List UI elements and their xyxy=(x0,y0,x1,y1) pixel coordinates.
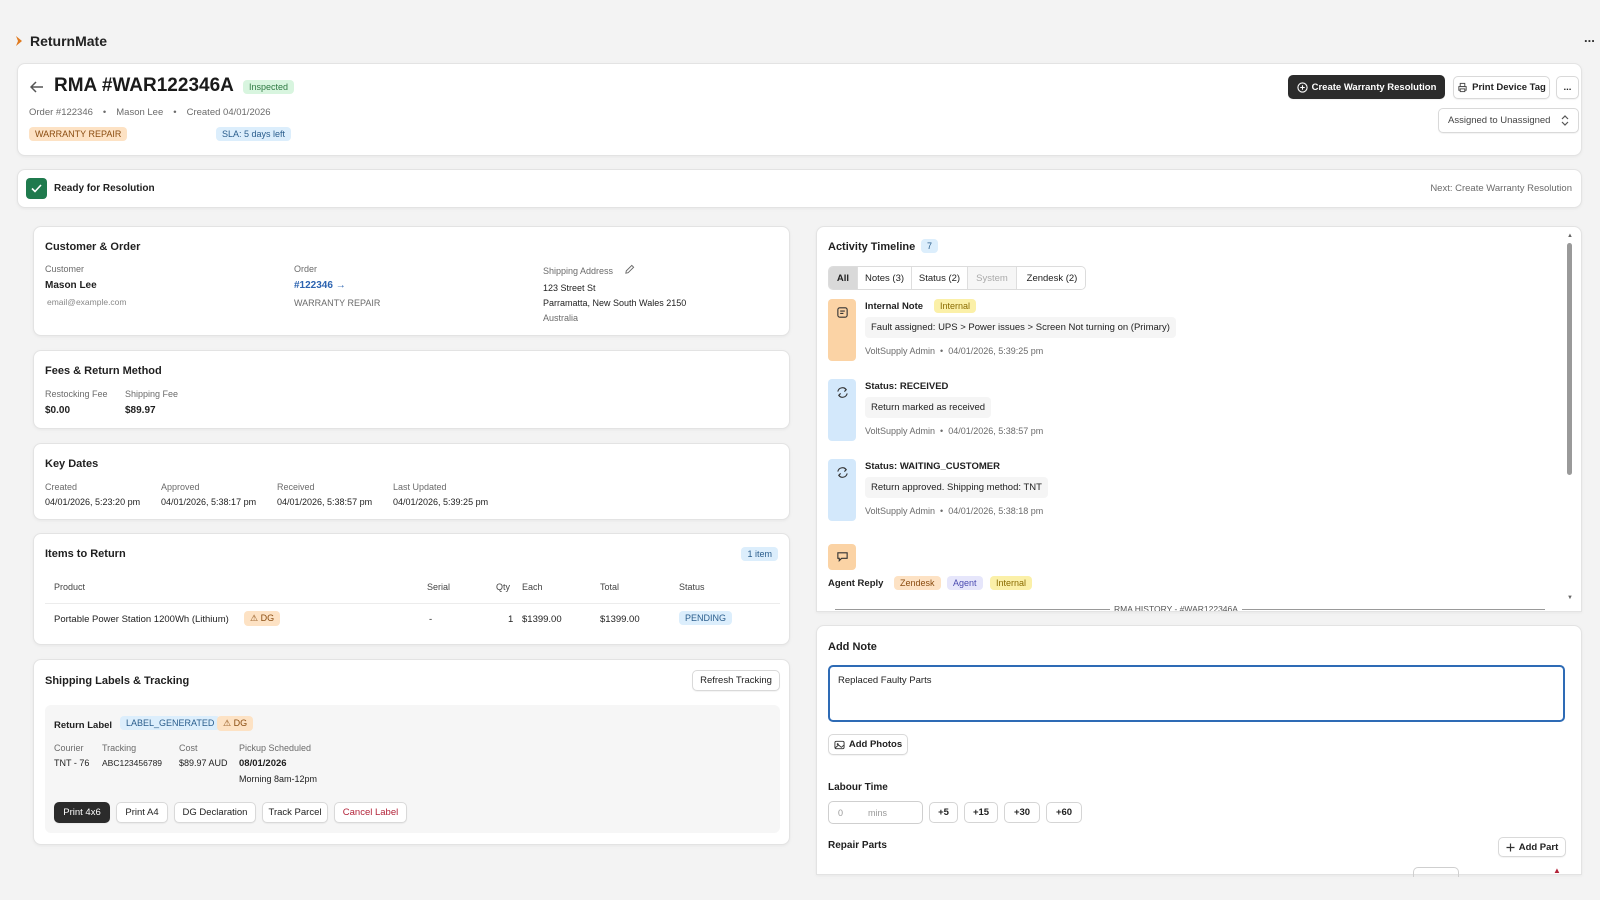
print-device-tag-button[interactable]: Print Device Tag xyxy=(1453,76,1550,99)
print-a4-button[interactable]: Print A4 xyxy=(116,802,168,823)
rma-history-divider: RMA HISTORY - #WAR122346A xyxy=(835,604,1545,611)
part-input-partial[interactable] xyxy=(1413,867,1459,877)
add-part-button[interactable]: Add Part xyxy=(1498,837,1566,857)
order-type: WARRANTY REPAIR xyxy=(294,298,381,308)
timeline-entry-text: Return approved. Shipping method: TNT xyxy=(865,477,1048,498)
shipping-fee: $89.97 xyxy=(125,405,156,416)
chat-icon-box xyxy=(828,544,856,570)
remove-part-icon[interactable]: ▲ xyxy=(1553,866,1561,875)
ready-banner: Ready for Resolution Next: Create Warran… xyxy=(17,169,1582,208)
dg-badge: ⚠ DG xyxy=(217,716,254,731)
section-title: Customer & Order xyxy=(45,241,141,253)
warning-icon: ⚠ xyxy=(250,613,259,623)
status-icon-box xyxy=(828,459,856,521)
ready-check-icon xyxy=(26,178,47,199)
cancel-label-button[interactable]: Cancel Label xyxy=(334,802,407,823)
header-meta: Order #122346 • Mason Lee • Created 04/01/… xyxy=(29,107,271,118)
app-name: ReturnMate xyxy=(30,33,108,49)
customer-name: Mason Lee xyxy=(45,280,97,291)
track-parcel-button[interactable]: Track Parcel xyxy=(262,802,328,823)
items-to-return-card: Items to Return 1 item Product Serial Qt… xyxy=(33,533,790,645)
note-icon-box xyxy=(828,299,856,361)
ready-label: Ready for Resolution xyxy=(54,183,155,194)
type-badge: WARRANTY REPAIR xyxy=(29,127,128,141)
refresh-icon xyxy=(836,467,848,478)
created-date: Created 04/01/2026 xyxy=(186,107,271,118)
labour-time-input[interactable]: 0 mins xyxy=(828,801,923,824)
timeline-tabs: All Notes (3) Status (2) System Zendesk … xyxy=(828,266,1086,290)
rma-header: RMA #WAR122346A Inspected Order #122346 •… xyxy=(17,63,1582,156)
table-divider xyxy=(45,603,780,604)
note-textarea[interactable]: Replaced Faulty Parts xyxy=(828,665,1565,722)
page-title: RMA #WAR122346A xyxy=(54,75,234,96)
chevron-updown-icon xyxy=(1561,115,1569,126)
chat-bubble-icon xyxy=(836,552,848,563)
scrollbar-thumb[interactable] xyxy=(1567,243,1572,475)
add-60-mins-button[interactable]: +60 xyxy=(1046,802,1082,823)
back-arrow-icon[interactable] xyxy=(30,81,44,93)
add-5-mins-button[interactable]: +5 xyxy=(929,802,958,823)
activity-timeline-card: Activity Timeline 7 All Notes (3) Status… xyxy=(816,226,1582,612)
add-note-card: Add Note Replaced Faulty Parts Add Photo… xyxy=(816,625,1582,877)
create-warranty-resolution-button[interactable]: Create Warranty Resolution xyxy=(1288,75,1445,99)
status-icon-box xyxy=(828,379,856,441)
returnmate-logo-icon xyxy=(16,36,22,46)
assigned-select[interactable]: Assigned to Unassigned xyxy=(1438,108,1579,133)
app-more-button[interactable]: ... xyxy=(1584,30,1595,45)
key-dates-card: Key Dates Created 04/01/2026, 5:23:20 pm… xyxy=(33,443,790,520)
fees-card: Fees & Return Method Restocking Fee $0.0… xyxy=(33,350,790,429)
timeline-count-badge: 7 xyxy=(921,239,939,253)
photo-icon xyxy=(834,740,845,749)
note-icon xyxy=(836,307,848,318)
restocking-fee: $0.00 xyxy=(45,405,71,416)
plus-icon xyxy=(1506,843,1515,851)
add-15-mins-button[interactable]: +15 xyxy=(964,802,998,823)
refresh-tracking-button[interactable]: Refresh Tracking xyxy=(692,670,780,691)
customer-name: Mason Lee xyxy=(116,107,164,118)
order-link[interactable]: #122346 → xyxy=(294,280,346,291)
shipping-card: Shipping Labels & Tracking Refresh Track… xyxy=(33,659,790,845)
label-status-badge: LABEL_GENERATED xyxy=(120,716,221,730)
status-badge: Inspected xyxy=(243,80,295,94)
customer-email: email@example.com xyxy=(47,297,127,307)
add-photos-button[interactable]: Add Photos xyxy=(828,734,908,755)
item-status-badge: PENDING xyxy=(679,611,733,625)
return-label-panel: Return Label LABEL_GENERATED ⚠ DG Courie… xyxy=(45,705,780,833)
header-more-button[interactable]: ... xyxy=(1556,76,1579,99)
app-brand[interactable]: ReturnMate xyxy=(14,33,107,49)
sla-badge: SLA: 5 days left xyxy=(216,127,292,141)
table-row: Portable Power Station 1200Wh (Lithium) … xyxy=(34,604,791,634)
warning-icon: ⚠ xyxy=(223,718,232,728)
dg-badge: ⚠ DG xyxy=(244,611,281,626)
dg-declaration-button[interactable]: DG Declaration xyxy=(174,802,256,823)
tab-system[interactable]: System xyxy=(968,267,1017,289)
add-30-mins-button[interactable]: +30 xyxy=(1004,802,1040,823)
item-count-badge: 1 item xyxy=(741,547,778,561)
edit-pencil-icon[interactable] xyxy=(624,264,635,275)
order-number[interactable]: Order #122346 xyxy=(29,107,93,118)
printer-icon xyxy=(1458,82,1467,93)
print-4x6-button[interactable]: Print 4x6 xyxy=(54,802,110,823)
refresh-icon xyxy=(836,387,848,398)
customer-order-card: Customer & Order Customer Mason Lee emai… xyxy=(33,226,790,336)
tab-zendesk[interactable]: Zendesk (2) xyxy=(1017,267,1085,289)
tab-status[interactable]: Status (2) xyxy=(912,267,968,289)
timeline-entry-text: Return marked as received xyxy=(865,397,992,418)
timeline-scrollbar[interactable]: ▲ ▼ xyxy=(1567,233,1573,601)
tab-all[interactable]: All xyxy=(829,267,858,289)
next-step: Next: Create Warranty Resolution xyxy=(1430,183,1572,194)
tab-notes[interactable]: Notes (3) xyxy=(858,267,912,289)
plus-circle-icon xyxy=(1296,81,1308,93)
timeline-entry-text: Fault assigned: UPS > Power issues > Scr… xyxy=(865,317,1176,338)
